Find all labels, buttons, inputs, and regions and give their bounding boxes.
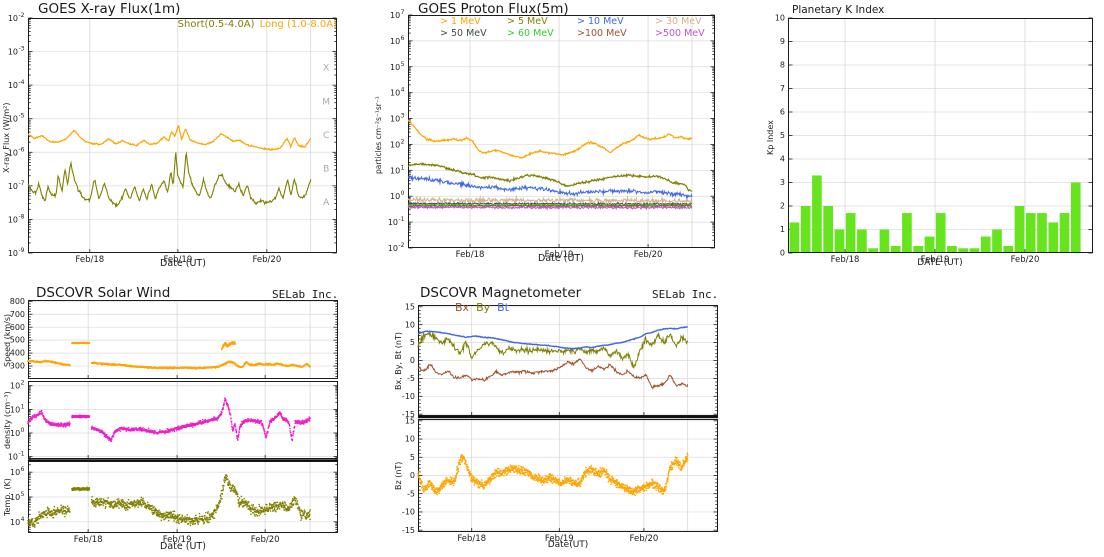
legend-item-bt: Bt (497, 301, 509, 314)
legend-item-long: Long (1.0-8.0A) (259, 19, 337, 30)
legend-item-10mev: > 10 MeV (577, 16, 624, 27)
kp-x-axis-label: DATE (UT) (917, 258, 963, 268)
temp-y-axis-label: Temp. (K) (3, 478, 12, 516)
proton-y-axis-label: particles cm⁻²s⁻¹sr⁻¹ (374, 96, 383, 174)
magnetometer-legend: Bx By Bt (455, 301, 509, 314)
solarwind-x-axis-label: Date (UT) (160, 541, 206, 552)
bxbybt-y-axis-label: Bx, By, Bt (nT) (394, 332, 403, 390)
proton-legend: > 1 MeV > 5 MeV > 10 MeV > 30 MeV > 50 M… (440, 16, 727, 39)
legend-item-60mev: > 60 MeV (507, 28, 554, 39)
legend-item-short: Short(0.5-4.0A) (177, 19, 255, 30)
legend-item-5mev: > 5 MeV (507, 16, 548, 27)
legend-item-50mev: > 50 MeV (440, 28, 487, 39)
xray-x-axis-label: Date (UT) (160, 258, 206, 269)
magnetometer-chart-title: DSCOVR Magnetometer (420, 285, 582, 301)
magnetometer-x-axis-label: Date(UT) (547, 540, 589, 550)
legend-item-bx: Bx (455, 301, 470, 314)
kp-chart-title: Planetary K Index (792, 4, 885, 16)
legend-item-30mev: > 30 MeV (655, 16, 702, 27)
solarwind-chart-title: DSCOVR Solar Wind (36, 285, 171, 301)
density-y-axis-label: density (cm⁻³) (3, 391, 12, 449)
legend-item-by: By (476, 301, 491, 314)
legend-item-100mev: >100 MeV (577, 28, 627, 39)
speed-y-axis-label: Speed (km/s) (3, 313, 12, 367)
bz-y-axis-label: Bz (nT) (394, 461, 403, 491)
legend-item-1mev: > 1 MeV (440, 16, 481, 27)
xray-legend: Short(0.5-4.0A) Long (1.0-8.0A) (178, 19, 337, 30)
selab-brand-solarwind: SELab Inc. (272, 288, 339, 301)
selab-brand-magnetometer: SELab Inc. (652, 288, 719, 301)
xray-chart-title: GOES X-ray Flux(1m) (38, 1, 181, 17)
proton-chart-title: GOES Proton Flux(5m) (418, 1, 569, 17)
xray-y-axis-label: X-ray Flux (W/m²) (2, 102, 11, 173)
proton-x-axis-label: Date (UT) (538, 253, 584, 264)
legend-item-500mev: >500 MeV (655, 28, 705, 39)
kp-y-axis-label: Kp Index (766, 120, 775, 156)
